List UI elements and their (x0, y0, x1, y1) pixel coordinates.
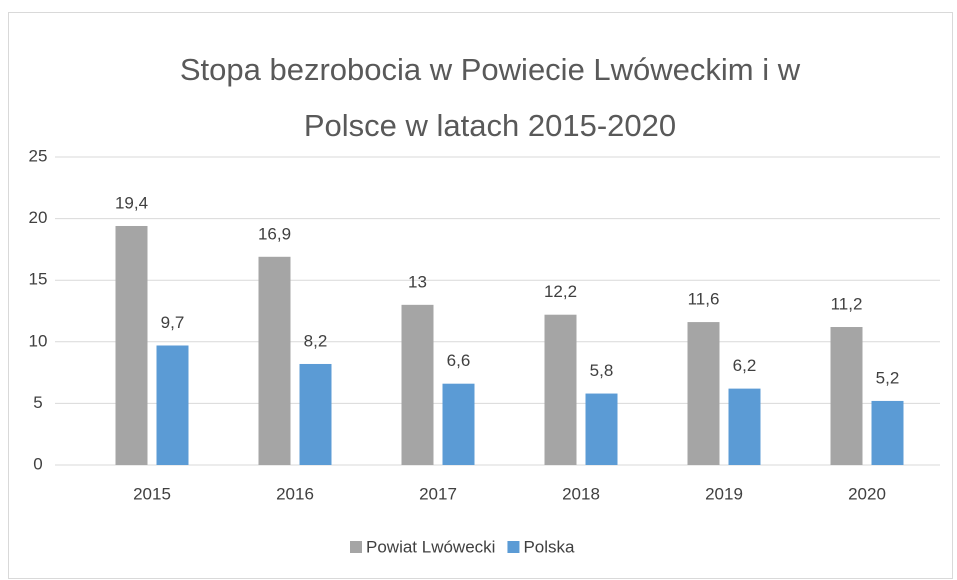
y-tick-label: 15 (29, 270, 48, 289)
data-label: 6,6 (447, 351, 471, 370)
bar (830, 327, 863, 465)
bar (871, 400, 904, 465)
x-tick-label: 2015 (133, 484, 171, 503)
x-tick-label: 2017 (419, 484, 457, 503)
legend-label: Polska (523, 537, 575, 556)
data-label: 8,2 (304, 331, 328, 350)
y-tick-label: 25 (29, 146, 48, 165)
legend-swatch (350, 541, 362, 553)
data-label: 5,2 (876, 368, 900, 387)
chart-title: Stopa bezrobocia w Powiecie Lwóweckim i … (179, 52, 801, 143)
x-tick-label: 2020 (848, 484, 886, 503)
data-label: 6,2 (733, 356, 757, 375)
legend-label: Powiat Lwówecki (366, 537, 495, 556)
bar (442, 383, 475, 465)
y-tick-label: 5 (33, 393, 42, 412)
bar (687, 322, 720, 465)
y-tick-label: 0 (33, 454, 42, 473)
bar (728, 388, 761, 465)
bar (401, 304, 434, 465)
data-label: 5,8 (590, 361, 614, 380)
x-tick-label: 2018 (562, 484, 600, 503)
bar (299, 363, 332, 465)
chart-border (8, 12, 953, 579)
bar (585, 393, 618, 465)
x-tick-label: 2019 (705, 484, 743, 503)
data-label: 19,4 (115, 193, 148, 212)
bar (544, 314, 577, 465)
bar (156, 345, 189, 465)
data-label: 12,2 (544, 282, 577, 301)
x-tick-label: 2016 (276, 484, 314, 503)
y-tick-label: 10 (29, 331, 48, 350)
bar (115, 225, 148, 465)
legend-swatch (507, 541, 520, 553)
data-label: 11,2 (831, 295, 863, 314)
y-tick-label: 20 (29, 208, 48, 227)
data-label: 16,9 (258, 224, 291, 243)
data-label: 13 (408, 272, 427, 291)
data-label: 11,6 (688, 290, 720, 309)
data-label: 9,7 (161, 313, 185, 332)
bar (258, 256, 291, 465)
